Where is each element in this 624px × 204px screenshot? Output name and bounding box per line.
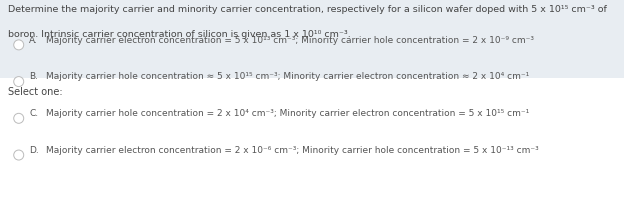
Text: C.: C. <box>29 109 39 118</box>
Text: Majority carrier electron concentration = 2 x 10⁻⁶ cm⁻³; Minority carrier hole c: Majority carrier electron concentration … <box>46 146 539 155</box>
Ellipse shape <box>14 40 24 50</box>
Ellipse shape <box>14 77 24 86</box>
Text: boron. Intrinsic carrier concentration of silicon is given as 1 x 10¹⁰ cm⁻³.: boron. Intrinsic carrier concentration o… <box>8 30 351 39</box>
Text: Majority carrier electron concentration = 5 x 10¹³ cm⁻³; Minority carrier hole c: Majority carrier electron concentration … <box>46 36 534 45</box>
Text: Majority carrier hole concentration ≈ 5 x 10¹⁵ cm⁻³; Minority carrier electron c: Majority carrier hole concentration ≈ 5 … <box>46 72 529 81</box>
Ellipse shape <box>14 150 24 160</box>
FancyBboxPatch shape <box>0 0 624 78</box>
Text: Determine the majority carrier and minority carrier concentration, respectively : Determine the majority carrier and minor… <box>8 5 607 14</box>
Text: D.: D. <box>29 146 39 155</box>
Text: A.: A. <box>29 36 38 45</box>
Text: Majority carrier hole concentration = 2 x 10⁴ cm⁻³; Minority carrier electron co: Majority carrier hole concentration = 2 … <box>46 109 529 118</box>
Ellipse shape <box>14 113 24 123</box>
Text: B.: B. <box>29 72 38 81</box>
Text: Select one:: Select one: <box>8 87 63 97</box>
